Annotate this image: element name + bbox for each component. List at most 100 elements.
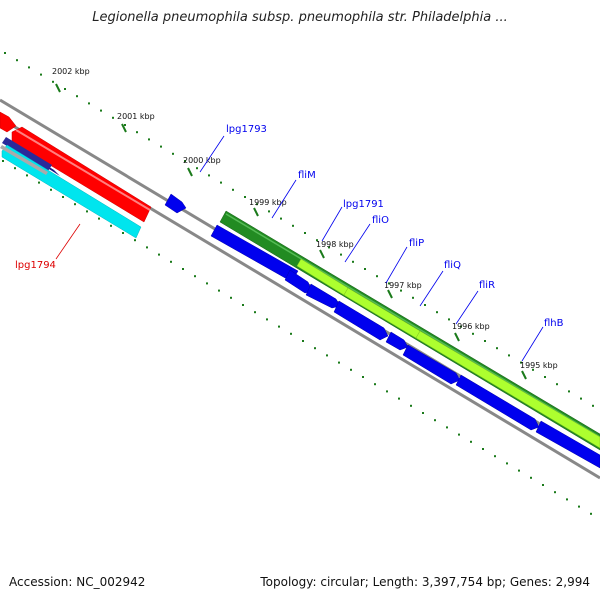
scale-dot (520, 361, 522, 364)
scale-dot (508, 354, 510, 357)
tick-label-1998: 1998 kbp (316, 240, 354, 249)
scale-dot (326, 354, 328, 357)
cds-fliM-arrow[interactable] (210, 224, 299, 280)
scale-dot (580, 397, 582, 400)
scale-dot (16, 59, 18, 62)
gene-leader-line-lpg1794 (55, 223, 81, 260)
scale-dot (340, 253, 342, 256)
scale-dot (220, 181, 222, 184)
scale-dot (86, 210, 88, 213)
gene-label-lpg1794[interactable]: lpg1794 (15, 260, 56, 271)
scale-dot (158, 253, 160, 256)
scale-dot (544, 376, 546, 378)
scale-dot (506, 462, 508, 465)
scale-dot (122, 232, 124, 234)
scale-dot (472, 332, 474, 335)
tick-label-2001: 2001 kbp (117, 112, 155, 121)
scale-dot (206, 282, 208, 285)
feature-red-small[interactable] (0, 111, 17, 133)
scale-dot (292, 224, 294, 227)
scale-dot (302, 340, 304, 342)
tick-label-2002: 2002 kbp (52, 67, 90, 76)
scale-dot (374, 383, 376, 386)
gene-label-fliR[interactable]: fliR (479, 280, 495, 291)
scale-dot (172, 152, 174, 155)
map-title: Legionella pneumophila subsp. pneumophil… (92, 10, 508, 25)
gene-band-dark-green-highlight (225, 213, 600, 438)
scale-dot (446, 426, 448, 429)
scale-dot (74, 203, 76, 206)
scale-dot (242, 304, 244, 306)
feature-gray-sliver (0, 145, 48, 175)
scale-dot (2, 160, 4, 162)
scale-dot (568, 390, 570, 393)
accession-text: Accession: NC_002942 (9, 575, 146, 589)
tick-label-1996: 1996 kbp (452, 322, 490, 331)
scale-dot (136, 131, 138, 134)
gene-label-flhB[interactable]: flhB (544, 318, 564, 329)
scale-dot (26, 174, 28, 177)
gene-label-fliO[interactable]: fliO (372, 215, 389, 226)
scale-dot (254, 311, 256, 314)
scale-dot (184, 160, 186, 162)
scale-dots-outer (4, 52, 594, 407)
scale-dot (566, 498, 568, 501)
scale-dot (278, 325, 280, 328)
scale-dot (4, 52, 6, 54)
scale-dot (350, 368, 352, 371)
gene-label-fliM[interactable]: fliM (298, 170, 316, 181)
orf-band-segment-3[interactable] (415, 330, 600, 449)
scale-dot (592, 404, 594, 407)
scale-dot (412, 296, 414, 299)
scale-dot (410, 404, 412, 407)
cds-fliR-arrow[interactable] (402, 344, 461, 385)
scale-dot (112, 116, 114, 119)
scale-dot (448, 318, 450, 321)
feature-lpg1793-arrow[interactable] (164, 193, 187, 214)
cds-fliO-arrow[interactable] (305, 283, 341, 309)
scale-dot (532, 368, 534, 371)
scale-dot (496, 347, 498, 350)
scale-dot (244, 196, 246, 198)
scale-dot (362, 376, 364, 378)
scale-dot (290, 332, 292, 335)
scale-dot (256, 203, 258, 206)
gene-label-lpg1791[interactable]: lpg1791 (343, 199, 384, 210)
scale-dot (460, 325, 462, 328)
scale-dot (316, 239, 318, 242)
gene-label-fliQ[interactable]: fliQ (444, 260, 461, 271)
scale-dot (424, 304, 426, 306)
scale-dot (434, 419, 436, 422)
cds-next-arrow[interactable] (535, 420, 600, 469)
scale-dot (578, 505, 580, 508)
scale-dot (266, 318, 268, 321)
scale-dot (196, 167, 198, 170)
scale-dot (148, 138, 150, 141)
cds-fliQ-arrow[interactable] (385, 331, 409, 351)
scale-dot (268, 210, 270, 213)
cds-flhB-arrow[interactable] (455, 374, 540, 431)
scale-dot (422, 412, 424, 414)
feature-red-arrow[interactable] (11, 126, 152, 223)
feature-red-highlight (15, 129, 151, 211)
feature-navy-bar[interactable] (2, 137, 52, 171)
tick-label-1995: 1995 kbp (520, 361, 558, 370)
scale-dot (134, 239, 136, 242)
scale-dot (218, 289, 220, 292)
scale-dot (146, 246, 148, 249)
scale-dot (230, 296, 232, 299)
scale-dot (386, 390, 388, 393)
gene-label-fliP[interactable]: fliP (409, 238, 424, 249)
cds-fliP-arrow[interactable] (333, 300, 389, 341)
scale-dot (50, 188, 52, 191)
scale-dot (38, 181, 40, 184)
scale-dot (88, 102, 90, 105)
scale-dot (182, 268, 184, 270)
scale-dot (352, 260, 354, 263)
scale-dot (400, 289, 402, 292)
scale-dot (76, 95, 78, 98)
gene-leader-lines (199, 135, 544, 362)
tick-marks (55, 83, 527, 380)
gene-label-lpg1793[interactable]: lpg1793 (226, 124, 267, 135)
tick-label-2000: 2000 kbp (183, 156, 221, 165)
